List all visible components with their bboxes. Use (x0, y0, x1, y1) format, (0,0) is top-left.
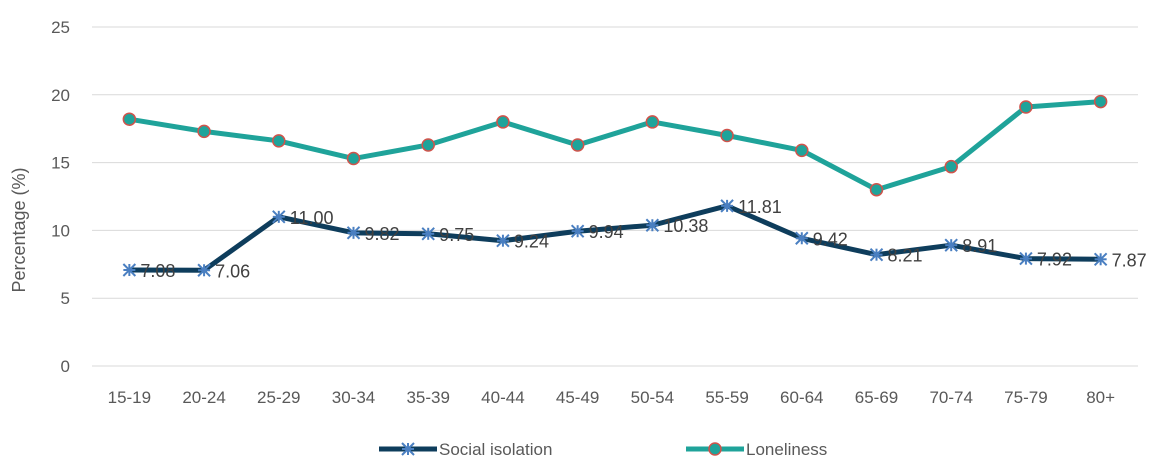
circle-marker (1019, 100, 1033, 114)
data-label: 8.91 (962, 236, 997, 256)
legend: Social isolation Loneliness (379, 440, 827, 459)
x-tick-label: 20-24 (182, 388, 225, 407)
series-layer (122, 94, 1108, 277)
asterisk-marker (197, 263, 211, 277)
data-label: 10.38 (663, 216, 708, 236)
gridlines (92, 26, 1138, 367)
data-label: 9.94 (589, 222, 624, 242)
data-label: 11.81 (738, 197, 782, 217)
circle-marker (496, 115, 510, 129)
x-tick-label: 50-54 (631, 388, 674, 407)
circle-marker (421, 138, 435, 152)
x-axis-ticks: 15-19 20-24 25-29 30-34 35-39 40-44 45-49 50-54… (108, 388, 1116, 407)
data-label: 7.87 (1112, 250, 1147, 270)
circle-marker (346, 151, 361, 166)
data-label: 11.00 (290, 208, 334, 228)
asterisk-marker (401, 442, 415, 456)
x-tick-label: 80+ (1086, 388, 1115, 407)
asterisk-marker (1093, 252, 1108, 266)
data-label: 9.75 (439, 225, 474, 245)
asterisk-marker (122, 263, 137, 277)
x-tick-label: 70-74 (929, 388, 972, 407)
asterisk-marker (795, 231, 809, 245)
legend-label: Social isolation (439, 440, 552, 459)
x-tick-label: 40-44 (481, 388, 524, 407)
circle-marker (197, 124, 211, 139)
circle-marker (645, 115, 660, 129)
y-tick-label: 25 (51, 18, 70, 37)
legend-label: Loneliness (746, 440, 827, 459)
y-axis-ticks: 0 5 10 15 20 25 (51, 18, 70, 376)
data-label: 9.24 (514, 232, 549, 252)
asterisk-marker (944, 238, 958, 252)
asterisk-marker (272, 210, 286, 224)
data-label: 8.21 (888, 246, 923, 266)
asterisk-marker (869, 247, 884, 262)
x-tick-label: 35-39 (406, 388, 449, 407)
x-tick-label: 15-19 (108, 388, 151, 407)
circle-marker (795, 143, 809, 158)
x-tick-label: 30-34 (332, 388, 375, 407)
data-labels: 7.08 7.06 11.00 9.82 9.75 9.24 9.94 10.38 11.81 9… (140, 197, 1146, 281)
x-tick-label: 55-59 (705, 388, 748, 407)
y-tick-label: 5 (61, 289, 70, 308)
data-label: 9.42 (813, 229, 848, 249)
x-tick-label: 45-49 (556, 388, 599, 407)
circle-marker (720, 128, 734, 143)
circle-marker (944, 159, 958, 174)
circle-marker (869, 182, 884, 197)
x-tick-label: 75-79 (1004, 388, 1047, 407)
x-tick-label: 65-69 (855, 388, 898, 407)
series-line-social-isolation (129, 203, 1101, 273)
series-line-loneliness (128, 99, 1101, 193)
asterisk-marker (645, 218, 660, 232)
y-axis-title: Percentage (%) (9, 167, 29, 292)
x-tick-label: 25-29 (257, 388, 300, 407)
circle-marker (122, 112, 137, 126)
data-label: 7.08 (140, 261, 175, 281)
asterisk-marker (346, 226, 361, 240)
asterisk-marker (570, 224, 585, 238)
data-label: 7.92 (1037, 250, 1072, 270)
legend-circle-marker (708, 442, 722, 456)
circle-marker (570, 138, 585, 152)
x-tick-label: 60-64 (780, 388, 823, 407)
y-tick-label: 20 (51, 86, 70, 105)
asterisk-marker (421, 227, 435, 241)
asterisk-marker (1019, 251, 1033, 266)
y-tick-label: 10 (51, 221, 70, 240)
y-tick-label: 15 (51, 154, 70, 173)
data-label: 7.06 (215, 261, 250, 281)
asterisk-marker (720, 199, 734, 213)
y-tick-label: 0 (61, 357, 70, 376)
circle-marker (272, 134, 286, 148)
data-label: 9.82 (365, 224, 400, 244)
circle-marker (1093, 94, 1108, 109)
asterisk-marker (496, 233, 510, 248)
